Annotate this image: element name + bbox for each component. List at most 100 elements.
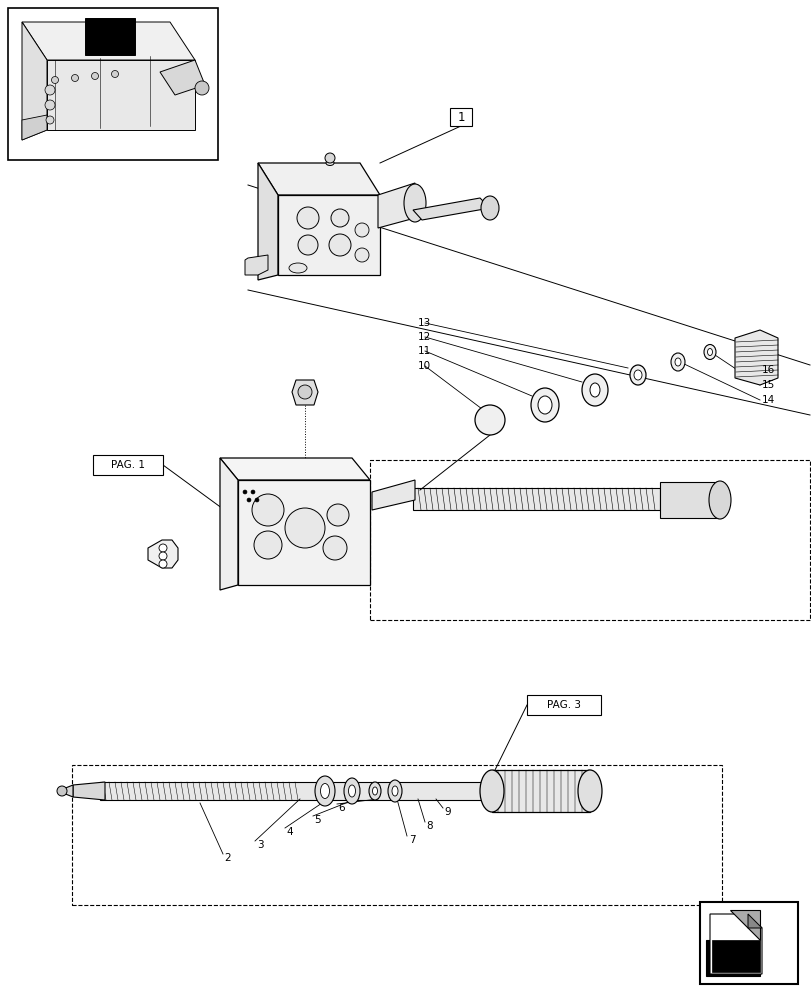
Circle shape: [298, 385, 311, 399]
Ellipse shape: [289, 263, 307, 273]
Circle shape: [298, 235, 318, 255]
Bar: [526, 695, 600, 715]
Bar: [699, 902, 797, 984]
Polygon shape: [705, 940, 759, 976]
Text: 1: 1: [457, 111, 464, 124]
Polygon shape: [47, 60, 195, 130]
Text: PAG. 1: PAG. 1: [111, 460, 145, 470]
Ellipse shape: [708, 481, 730, 519]
Text: 4: 4: [286, 827, 293, 837]
Text: 14: 14: [761, 395, 775, 405]
Polygon shape: [378, 183, 414, 228]
Circle shape: [474, 405, 504, 435]
Polygon shape: [220, 458, 370, 480]
Ellipse shape: [368, 782, 380, 800]
Circle shape: [51, 77, 58, 84]
Circle shape: [354, 248, 368, 262]
Circle shape: [297, 207, 319, 229]
Circle shape: [354, 223, 368, 237]
Ellipse shape: [348, 785, 355, 797]
Polygon shape: [58, 785, 73, 797]
Text: 8: 8: [426, 821, 433, 831]
Text: 7: 7: [408, 835, 414, 845]
Ellipse shape: [315, 776, 335, 806]
Text: PAG. 3: PAG. 3: [547, 700, 581, 710]
Text: 6: 6: [338, 803, 345, 813]
Ellipse shape: [372, 787, 377, 795]
Polygon shape: [22, 115, 47, 140]
Polygon shape: [711, 940, 759, 972]
Ellipse shape: [577, 770, 601, 812]
Polygon shape: [413, 488, 659, 510]
Text: 11: 11: [418, 346, 431, 356]
Bar: [72, 765, 721, 905]
Bar: [449, 108, 471, 126]
Text: 3: 3: [256, 840, 263, 850]
Polygon shape: [413, 198, 489, 220]
Text: 5: 5: [315, 815, 321, 825]
Polygon shape: [220, 458, 238, 590]
Circle shape: [285, 508, 324, 548]
Text: 15: 15: [761, 380, 775, 390]
Circle shape: [247, 498, 251, 502]
Circle shape: [159, 544, 167, 552]
Polygon shape: [659, 482, 719, 518]
Text: 16: 16: [761, 365, 775, 375]
Circle shape: [323, 536, 346, 560]
Polygon shape: [747, 914, 761, 928]
Polygon shape: [148, 540, 178, 568]
Ellipse shape: [392, 786, 397, 796]
Circle shape: [251, 494, 284, 526]
Polygon shape: [85, 18, 135, 55]
Ellipse shape: [633, 370, 642, 380]
Circle shape: [328, 234, 350, 256]
Ellipse shape: [538, 396, 551, 414]
Ellipse shape: [670, 353, 684, 371]
Polygon shape: [734, 330, 777, 385]
Circle shape: [111, 71, 118, 78]
Circle shape: [254, 531, 281, 559]
Circle shape: [242, 490, 247, 494]
Ellipse shape: [325, 161, 333, 166]
Text: 13: 13: [418, 318, 431, 328]
Ellipse shape: [706, 349, 711, 356]
Circle shape: [255, 498, 259, 502]
Circle shape: [251, 490, 255, 494]
Circle shape: [92, 73, 98, 80]
Polygon shape: [245, 255, 268, 275]
Circle shape: [46, 116, 54, 124]
Ellipse shape: [674, 358, 680, 366]
Polygon shape: [709, 914, 761, 974]
Text: 10: 10: [418, 361, 431, 371]
Polygon shape: [258, 163, 380, 195]
Ellipse shape: [344, 778, 359, 804]
Polygon shape: [73, 782, 105, 800]
Ellipse shape: [590, 383, 599, 397]
Polygon shape: [292, 380, 318, 405]
Circle shape: [57, 786, 67, 796]
Bar: [370, 460, 809, 620]
Ellipse shape: [388, 780, 401, 802]
Ellipse shape: [320, 784, 329, 798]
Polygon shape: [100, 782, 539, 800]
Ellipse shape: [581, 374, 607, 406]
Ellipse shape: [479, 770, 504, 812]
Polygon shape: [258, 163, 277, 280]
Text: 2: 2: [225, 853, 231, 863]
Bar: [93, 455, 163, 475]
Polygon shape: [277, 195, 380, 275]
Ellipse shape: [530, 388, 558, 422]
Circle shape: [331, 209, 349, 227]
Circle shape: [195, 81, 208, 95]
Polygon shape: [371, 480, 414, 510]
Polygon shape: [160, 60, 204, 95]
Circle shape: [159, 560, 167, 568]
Polygon shape: [22, 22, 195, 60]
Ellipse shape: [404, 184, 426, 222]
Text: 12: 12: [418, 332, 431, 342]
Ellipse shape: [480, 196, 499, 220]
Ellipse shape: [703, 344, 715, 360]
Ellipse shape: [629, 365, 646, 385]
Polygon shape: [22, 22, 47, 140]
Circle shape: [45, 100, 55, 110]
